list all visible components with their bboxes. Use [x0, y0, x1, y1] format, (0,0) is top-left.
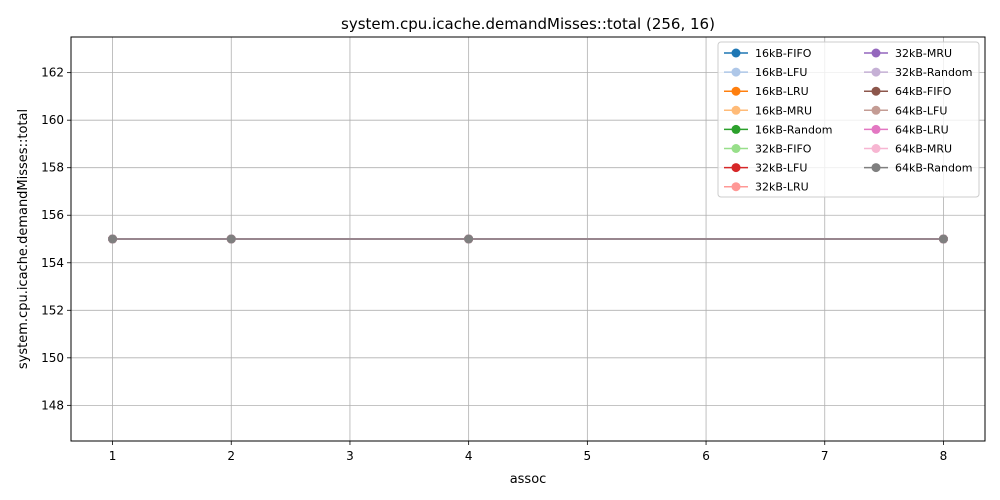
legend-item: 32kB-Random: [864, 66, 972, 79]
chart-title: system.cpu.icache.demandMisses::total (2…: [341, 15, 715, 33]
y-tick-label: 148: [41, 398, 64, 412]
y-tick-label: 162: [41, 66, 64, 80]
data-point: [938, 234, 948, 244]
legend-label: 32kB-FIFO: [755, 143, 812, 156]
x-tick-label: 8: [940, 449, 948, 463]
legend-marker: [871, 144, 881, 153]
legend-item: 64kB-Random: [864, 162, 972, 175]
y-tick-label: 150: [41, 351, 64, 365]
legend-item: 32kB-LFU: [724, 162, 807, 175]
y-tick-label: 152: [41, 303, 64, 317]
legend-marker: [731, 182, 741, 192]
legend-marker: [731, 86, 741, 96]
x-tick-label: 6: [702, 449, 710, 463]
legend-marker: [731, 124, 741, 134]
legend-item: 32kB-MRU: [864, 47, 952, 60]
legend-marker: [871, 48, 881, 58]
legend-label: 64kB-LFU: [895, 104, 947, 117]
legend-marker: [871, 67, 881, 77]
legend-marker: [731, 144, 741, 153]
y-tick-label: 160: [41, 113, 64, 127]
legend-label: 32kB-Random: [895, 66, 972, 79]
plot-frame: [70, 36, 986, 442]
legend-item: 64kB-MRU: [864, 143, 952, 156]
legend-item: 32kB-LRU: [724, 181, 809, 194]
legend-item: 16kB-FIFO: [724, 47, 812, 60]
x-tick-label: 4: [465, 449, 473, 463]
x-tick-label: 1: [109, 449, 117, 463]
legend-label: 16kB-FIFO: [755, 47, 812, 60]
legend-marker: [871, 124, 881, 134]
legend-marker: [731, 105, 741, 115]
legend-marker: [871, 86, 881, 96]
legend-item: 16kB-MRU: [724, 104, 812, 117]
y-ticks: 148 150 152 154 156 158 160 162: [41, 66, 71, 412]
legend-label: 32kB-LFU: [755, 162, 807, 175]
legend-label: 16kB-MRU: [755, 104, 812, 117]
legend-marker: [731, 48, 741, 58]
legend-label: 16kB-LRU: [755, 85, 809, 98]
legend-label: 16kB-Random: [755, 123, 832, 136]
legend-item: 64kB-LFU: [864, 104, 947, 117]
legend-item: 64kB-LRU: [864, 123, 949, 136]
x-tick-label: 5: [584, 449, 592, 463]
legend-label: 32kB-LRU: [755, 181, 809, 194]
x-tick-label: 2: [227, 449, 235, 463]
data-point: [108, 234, 118, 244]
legend: 16kB-FIFO 16kB-LFU 16kB-LRU 16kB-MRU 16kB-Ra…: [717, 41, 980, 198]
x-axis-label: assoc: [510, 472, 547, 487]
legend-label: 64kB-MRU: [895, 143, 952, 156]
legend-marker: [731, 67, 741, 77]
y-tick-label: 154: [41, 256, 64, 270]
legend-item: 32kB-FIFO: [724, 143, 812, 156]
series-64kB-Random: [108, 234, 948, 244]
y-tick-label: 156: [41, 208, 64, 222]
legend-label: 64kB-LRU: [895, 123, 949, 136]
x-ticks: 1 2 3 4 5 6 7 8: [109, 441, 948, 463]
legend-item: 64kB-FIFO: [864, 85, 952, 98]
y-tick-label: 158: [41, 161, 64, 175]
legend-marker: [731, 163, 741, 173]
data-point: [226, 234, 236, 244]
legend-label: 32kB-MRU: [895, 47, 952, 60]
x-tick-label: 7: [821, 449, 829, 463]
y-axis-label: system.cpu.icache.demandMisses::total: [16, 109, 31, 369]
legend-label: 16kB-LFU: [755, 66, 807, 79]
x-tick-label: 3: [346, 449, 354, 463]
legend-label: 64kB-FIFO: [895, 85, 952, 98]
legend-item: 16kB-LFU: [724, 66, 807, 79]
legend-label: 64kB-Random: [895, 162, 972, 175]
legend-marker: [871, 163, 881, 173]
legend-item: 16kB-Random: [724, 123, 832, 136]
legend-box: [717, 41, 980, 198]
legend-item: 16kB-LRU: [724, 85, 809, 98]
series-layer: [108, 234, 948, 244]
legend-marker: [871, 105, 881, 115]
data-point: [464, 234, 474, 244]
